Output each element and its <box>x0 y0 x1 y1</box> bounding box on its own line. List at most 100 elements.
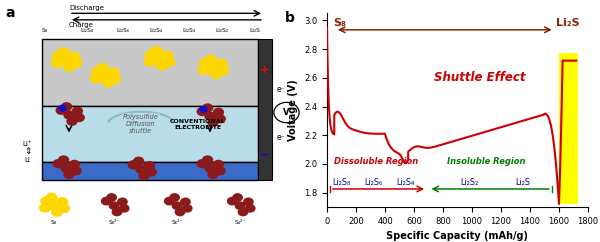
Circle shape <box>215 166 226 175</box>
Circle shape <box>68 160 80 169</box>
Circle shape <box>72 106 83 116</box>
Text: Li₂S₃: Li₂S₃ <box>182 28 196 33</box>
Text: e⁻: e⁻ <box>276 133 285 143</box>
Circle shape <box>60 55 73 66</box>
Circle shape <box>71 166 82 175</box>
Circle shape <box>106 193 117 202</box>
Circle shape <box>197 159 208 168</box>
Circle shape <box>164 197 175 205</box>
Circle shape <box>58 204 70 213</box>
Text: ⇕: ⇕ <box>24 147 31 157</box>
Circle shape <box>198 65 211 75</box>
Circle shape <box>146 167 157 177</box>
Circle shape <box>70 58 83 68</box>
Text: Li₂S₈: Li₂S₈ <box>332 178 350 187</box>
Circle shape <box>46 193 58 202</box>
Circle shape <box>215 59 228 69</box>
Circle shape <box>64 110 75 120</box>
Text: −: − <box>260 150 269 160</box>
Circle shape <box>48 201 60 211</box>
Circle shape <box>51 207 63 217</box>
Circle shape <box>136 165 146 174</box>
Circle shape <box>68 52 80 62</box>
Circle shape <box>243 197 254 206</box>
Text: a: a <box>5 6 15 20</box>
Circle shape <box>117 197 128 206</box>
Circle shape <box>215 114 226 123</box>
Circle shape <box>98 71 112 81</box>
Circle shape <box>96 63 109 73</box>
Circle shape <box>53 159 64 168</box>
Circle shape <box>109 201 119 210</box>
Circle shape <box>119 204 130 213</box>
Circle shape <box>150 46 163 56</box>
Text: S₆²⁻: S₆²⁻ <box>171 220 183 225</box>
Circle shape <box>202 155 214 165</box>
Text: S₈: S₈ <box>51 220 57 225</box>
Text: Li₂S₂: Li₂S₂ <box>215 28 229 33</box>
Bar <box>42 106 258 162</box>
Circle shape <box>51 58 64 68</box>
Circle shape <box>197 107 208 116</box>
Circle shape <box>58 155 70 165</box>
Circle shape <box>235 201 245 210</box>
Circle shape <box>182 204 193 213</box>
Circle shape <box>107 67 120 77</box>
Circle shape <box>155 60 168 71</box>
Circle shape <box>56 197 68 207</box>
Text: +: + <box>260 65 269 75</box>
Circle shape <box>175 208 185 216</box>
Circle shape <box>202 103 214 113</box>
Circle shape <box>63 62 76 72</box>
Circle shape <box>227 197 238 205</box>
Circle shape <box>40 196 52 206</box>
Text: Li₂S₆: Li₂S₆ <box>364 178 382 187</box>
Circle shape <box>139 171 150 180</box>
Circle shape <box>59 105 66 111</box>
Circle shape <box>145 50 157 60</box>
Circle shape <box>58 47 70 57</box>
Bar <box>42 162 258 180</box>
Bar <box>258 39 271 180</box>
Circle shape <box>52 51 65 61</box>
Circle shape <box>206 63 220 73</box>
Text: Li₂S₄: Li₂S₄ <box>396 178 415 187</box>
Circle shape <box>101 197 112 205</box>
Text: S₈²⁻: S₈²⁻ <box>108 220 120 225</box>
Text: e⁻: e⁻ <box>276 85 285 94</box>
Bar <box>42 39 258 106</box>
Circle shape <box>90 73 102 83</box>
Circle shape <box>102 77 114 88</box>
Circle shape <box>73 113 85 122</box>
Text: S₄²⁻: S₄²⁻ <box>235 220 245 225</box>
Text: Shuttle Effect: Shuttle Effect <box>433 71 525 84</box>
Circle shape <box>180 197 191 206</box>
Circle shape <box>200 106 207 112</box>
Circle shape <box>144 56 156 67</box>
Circle shape <box>274 102 299 123</box>
Circle shape <box>109 74 121 84</box>
Circle shape <box>238 208 248 216</box>
Text: Polysulfide
Diffusion
shuttle: Polysulfide Diffusion shuttle <box>123 114 159 134</box>
Circle shape <box>152 54 166 64</box>
Y-axis label: Voltage (V): Voltage (V) <box>289 79 298 141</box>
Text: Dissoluble Region: Dissoluble Region <box>334 157 418 166</box>
Circle shape <box>39 203 51 213</box>
Circle shape <box>245 204 256 213</box>
Circle shape <box>199 58 212 68</box>
Circle shape <box>204 112 216 121</box>
Circle shape <box>232 193 243 202</box>
Circle shape <box>61 102 73 111</box>
Text: Charge: Charge <box>69 22 94 28</box>
Circle shape <box>66 117 78 126</box>
Circle shape <box>213 160 224 169</box>
Circle shape <box>112 208 122 216</box>
Text: Li₂S₆: Li₂S₆ <box>116 28 130 33</box>
X-axis label: Specific Capacity (mAh/g): Specific Capacity (mAh/g) <box>386 231 529 241</box>
Circle shape <box>210 69 222 79</box>
Circle shape <box>217 65 229 76</box>
Text: Discharge: Discharge <box>69 5 104 11</box>
Circle shape <box>161 50 174 60</box>
Circle shape <box>60 164 72 173</box>
Text: CONVENTIONAL
ELECTROLYTE: CONVENTIONAL ELECTROLYTE <box>170 119 226 130</box>
